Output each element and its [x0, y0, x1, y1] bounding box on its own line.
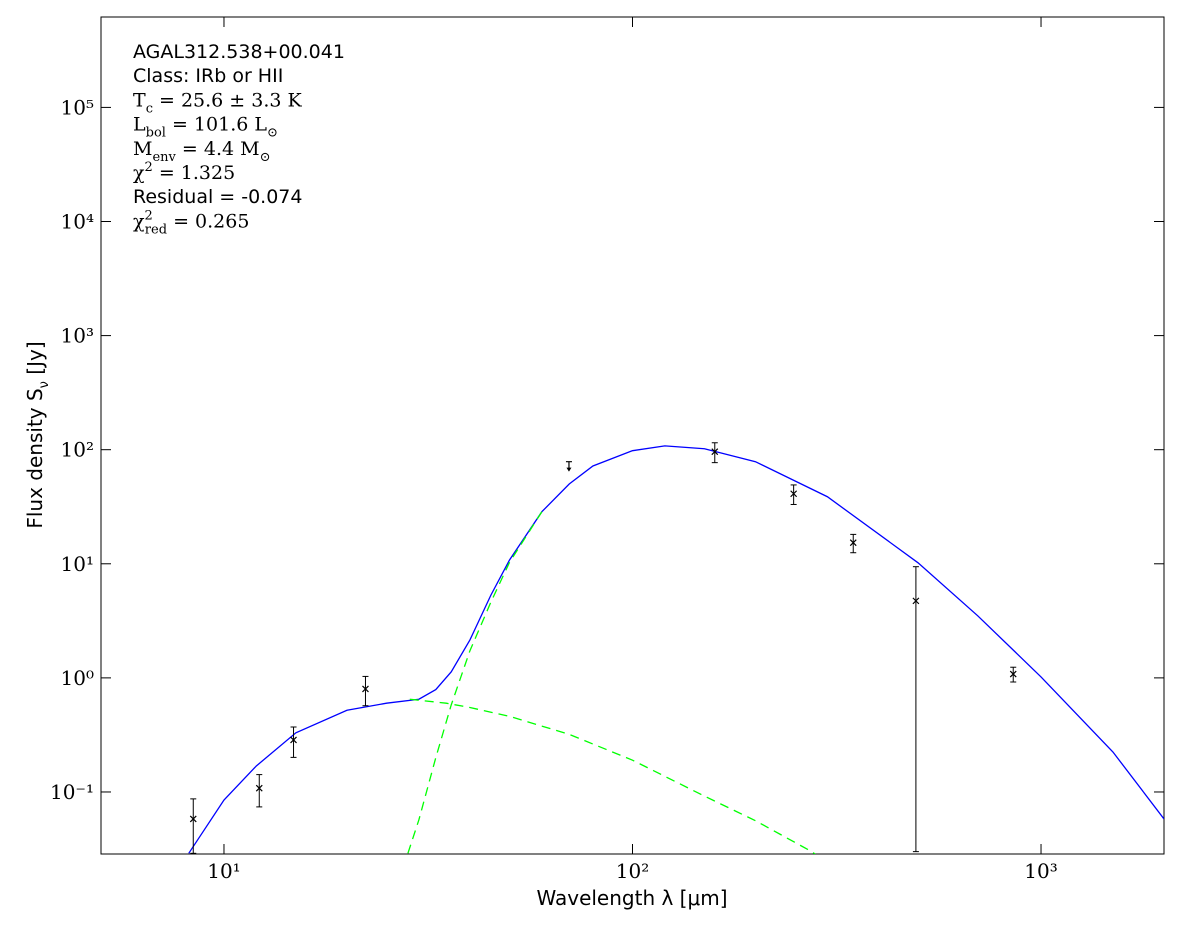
text-part: T: [133, 89, 146, 111]
y-tick-label: 10³: [61, 324, 94, 348]
y-tick-label: 10⁻¹: [50, 780, 94, 804]
data-point: [849, 539, 857, 547]
text-part: Class: IRb or HII: [133, 65, 283, 87]
data-point: [189, 815, 197, 823]
data-point: [255, 784, 263, 792]
annotation: χ2​ = 1.325: [133, 160, 235, 184]
y-tick-label: 10⁵: [61, 95, 94, 119]
upper-limit-arrow: [566, 467, 572, 472]
data-point: [362, 685, 369, 693]
annotation: AGAL312.538+00.041: [133, 41, 345, 63]
text-part: χ: [133, 210, 145, 232]
subscript: env: [152, 150, 176, 165]
subscript: ⊙: [267, 126, 278, 141]
text-part: = 0.265: [167, 210, 249, 232]
y-tick-label: 10²: [61, 438, 94, 462]
y-tick-label: 10⁰: [61, 666, 94, 690]
data-point: [912, 597, 920, 605]
annotation: Menv​ = 4.4 M⊙​: [133, 138, 271, 165]
plot-area: [188, 442, 1164, 854]
text-part: Flux density S: [23, 388, 47, 528]
x-axis-label: Wavelength λ [μm]: [536, 886, 727, 910]
subscript: bol: [146, 126, 166, 141]
data-point: [711, 448, 719, 456]
data-point: [1009, 670, 1017, 678]
model-curve: [409, 698, 816, 854]
text-part: [Jy]: [23, 341, 47, 381]
annotation: Residual = -0.074: [133, 186, 303, 208]
subscript: ⊙: [260, 150, 271, 165]
annotation: Lbol​ = 101.6 L⊙​: [133, 114, 278, 141]
text-part: = 25.6 ± 3.3 K: [153, 89, 303, 111]
subscript: ν: [37, 381, 52, 388]
superscript: 2: [145, 160, 153, 175]
model-curve: [407, 511, 543, 854]
subscript: c: [146, 101, 153, 116]
text-part: AGAL312.538+00.041: [133, 41, 345, 63]
text-part: = 1.325: [153, 162, 235, 184]
x-tick-label: 10³: [1024, 859, 1057, 883]
y-tick-label: 10¹: [61, 552, 94, 576]
subscript: red: [145, 222, 167, 237]
text-part: Residual = -0.074: [133, 186, 303, 208]
x-tick-label: 10¹: [207, 859, 240, 883]
data-point: [290, 736, 297, 744]
y-axis-label: Flux density Sν​ [Jy]: [23, 341, 52, 528]
text-part: L: [133, 114, 146, 136]
text-part: χ: [133, 162, 145, 184]
annotation: Class: IRb or HII: [133, 65, 283, 87]
text-part: = 101.6 L: [166, 114, 267, 136]
text-part: = 4.4 M: [176, 138, 260, 160]
y-tick-label: 10⁴: [61, 210, 94, 234]
annotation: Tc​ = 25.6 ± 3.3 K: [133, 89, 303, 116]
superscript: 2: [145, 208, 153, 223]
x-tick-label: 10²: [616, 859, 649, 883]
data-point: [790, 490, 798, 498]
text-part: M: [133, 138, 152, 160]
